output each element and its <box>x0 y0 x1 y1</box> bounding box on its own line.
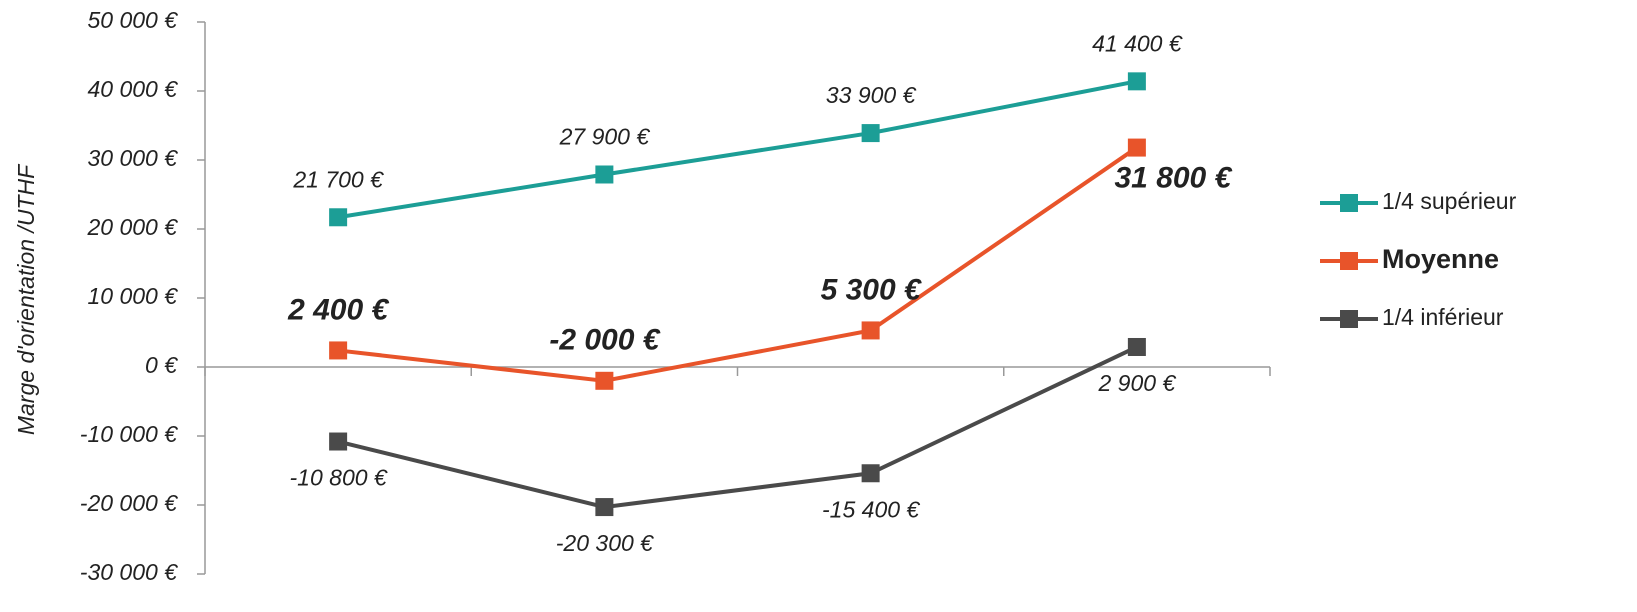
marker <box>595 165 614 184</box>
y-tick-label: 30 000 € <box>87 145 178 171</box>
y-tick-label: 50 000 € <box>87 7 178 33</box>
y-tick-label: 40 000 € <box>87 76 178 102</box>
data-label: -2 000 € <box>549 324 660 357</box>
marker <box>595 498 614 517</box>
data-label: 2 900 € <box>1098 370 1177 396</box>
marker <box>595 371 614 390</box>
data-label: 21 700 € <box>292 166 384 192</box>
marker <box>329 208 348 227</box>
data-label: -10 800 € <box>290 465 388 491</box>
marker <box>1127 337 1146 356</box>
y-tick-label: -10 000 € <box>80 421 178 447</box>
y-tick-label: -20 000 € <box>80 490 178 516</box>
data-label: 27 900 € <box>559 124 651 150</box>
legend-marker <box>1340 310 1358 328</box>
legend-marker <box>1340 194 1358 212</box>
legend-label: 1/4 inférieur <box>1382 304 1504 330</box>
y-axis-title: Marge d'orientation /UTHF <box>13 163 39 435</box>
legend-label: Moyenne <box>1382 244 1499 274</box>
data-label: 41 400 € <box>1092 30 1183 56</box>
y-tick-label: 20 000 € <box>86 214 178 240</box>
marker <box>329 341 348 360</box>
data-label: 31 800 € <box>1114 162 1232 195</box>
marker <box>861 464 880 483</box>
y-tick-label: 10 000 € <box>87 283 178 309</box>
series-line <box>337 345 1138 510</box>
data-label: -20 300 € <box>556 530 654 556</box>
marker <box>861 321 880 340</box>
marker <box>1127 72 1146 91</box>
series-line <box>337 79 1138 220</box>
y-tick-label: 0 € <box>145 352 178 378</box>
marker <box>329 432 348 451</box>
marker <box>861 124 880 143</box>
marker <box>1127 138 1146 157</box>
data-label: 5 300 € <box>821 273 922 306</box>
data-label: 2 400 € <box>287 293 389 326</box>
data-label: 33 900 € <box>826 82 917 108</box>
series-line <box>337 145 1139 383</box>
legend-marker <box>1340 252 1358 270</box>
y-tick-label: -30 000 € <box>80 559 178 585</box>
data-label: -15 400 € <box>822 496 920 522</box>
legend-label: 1/4 supérieur <box>1382 188 1517 214</box>
